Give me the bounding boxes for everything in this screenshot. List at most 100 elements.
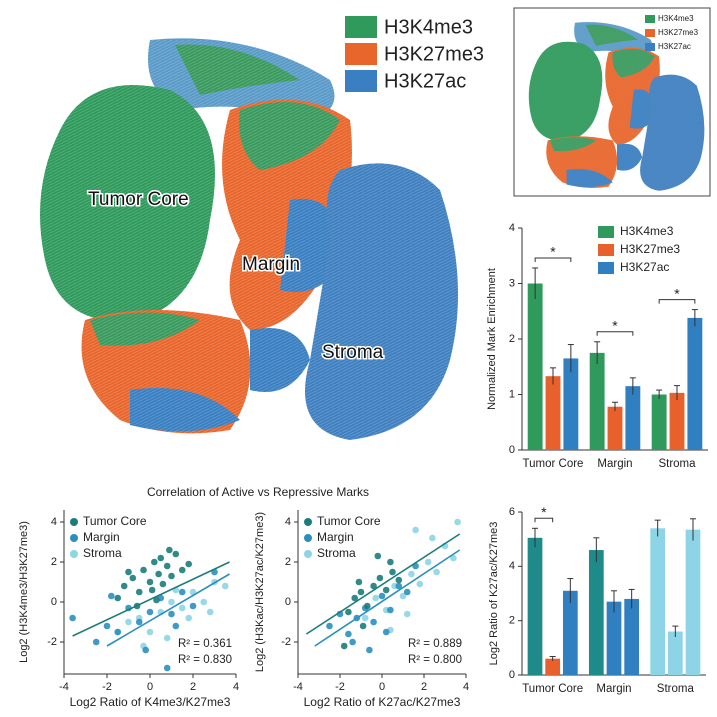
legend-swatch	[645, 29, 655, 37]
point	[412, 526, 419, 534]
significance-label: *	[550, 244, 556, 260]
fit-line	[305, 533, 461, 635]
point	[221, 582, 229, 590]
point	[114, 628, 122, 636]
y-tick-label: 4	[509, 222, 515, 234]
y-tick-label: -2	[47, 636, 57, 648]
point	[355, 578, 363, 586]
r-squared: R² = 0.889	[408, 638, 462, 650]
y-axis-label: Log2 Ratio of K27ac/K27me3	[488, 522, 500, 666]
point	[374, 552, 382, 560]
point	[200, 598, 208, 606]
point	[366, 646, 373, 654]
legend-swatch	[345, 16, 377, 38]
x-tick-label: -2	[102, 681, 112, 693]
y-tick-label: 4	[509, 560, 515, 572]
bar	[651, 394, 667, 450]
x-tick-label: -4	[293, 681, 303, 693]
legend-label: Margin	[317, 530, 354, 544]
chart-title: Correlation of Active vs Repressive Mark…	[147, 485, 369, 499]
point	[189, 602, 197, 610]
x-tick-label: Tumor Core	[523, 458, 584, 470]
bar	[607, 406, 623, 450]
x-tick-label: 4	[463, 681, 469, 693]
point	[357, 588, 365, 596]
y-tick-label: 6	[509, 506, 515, 518]
point	[108, 592, 115, 600]
point	[114, 594, 122, 602]
point	[155, 570, 162, 578]
fit-line	[72, 561, 230, 637]
legend-swatch	[645, 43, 655, 51]
legend-swatch	[345, 43, 377, 65]
point	[120, 582, 128, 590]
legend-label: Tumor Core	[83, 514, 147, 528]
legend-label: Tumor Core	[317, 514, 381, 528]
x-tick-label: Stroma	[657, 683, 695, 695]
fit-line	[314, 549, 461, 647]
point	[151, 558, 158, 566]
x-tick-label: -4	[59, 681, 69, 693]
point	[148, 586, 156, 594]
point	[382, 586, 390, 594]
bar	[588, 550, 604, 675]
point	[125, 568, 132, 576]
point	[140, 566, 147, 574]
significance-bracket	[658, 299, 696, 304]
y-axis-label: Log2 (H3K4me3/H3K27me3)	[18, 521, 30, 663]
point	[125, 618, 132, 626]
y-tick-label: 0	[285, 596, 291, 608]
point	[403, 610, 411, 618]
x-tick-label: Tumor Core	[522, 683, 583, 695]
point	[166, 546, 173, 554]
r-squared: R² = 0.361	[178, 638, 232, 650]
y-tick-label: 2	[285, 556, 291, 568]
x-tick-label: Margin	[596, 683, 631, 695]
point	[416, 580, 424, 588]
point	[387, 558, 394, 566]
y-tick-label: 0	[509, 669, 515, 681]
region-label: Tumor Core	[88, 189, 189, 210]
point	[433, 568, 440, 576]
bar	[563, 358, 579, 450]
x-axis-label: Log2 Ratio of K4me3/K27me3	[70, 695, 231, 709]
point	[403, 588, 411, 596]
x-tick-label: 0	[147, 681, 153, 693]
legend-label: Stroma	[317, 546, 356, 560]
point	[103, 622, 111, 630]
significance-bracket	[534, 257, 572, 262]
y-axis-label: Log2 (H3Kac/H3K27ac/K27me3)	[254, 512, 266, 672]
legend-swatch	[598, 244, 614, 256]
x-tick-label: Margin	[597, 458, 632, 470]
point	[178, 604, 186, 612]
x-axis-label: Log2 Ratio of K27ac/K27me3	[304, 695, 461, 709]
point	[172, 550, 180, 558]
point	[168, 610, 175, 618]
x-tick-label: 2	[421, 681, 427, 693]
legend-marker	[70, 518, 78, 526]
point	[387, 606, 394, 614]
tissue-image	[40, 38, 480, 460]
point	[142, 646, 149, 654]
y-tick-label: 3	[509, 277, 515, 289]
point	[185, 560, 192, 568]
bar	[527, 537, 543, 675]
region-label: Margin	[242, 254, 300, 275]
significance-label: *	[541, 504, 547, 520]
legend-swatch	[598, 226, 614, 238]
point	[376, 574, 384, 582]
point	[146, 608, 154, 616]
point	[370, 582, 377, 590]
point	[450, 554, 457, 562]
point	[351, 594, 359, 602]
x-tick-label: -2	[335, 681, 345, 693]
bar	[625, 386, 641, 450]
point	[408, 570, 415, 578]
y-tick-label: 2	[509, 615, 515, 627]
point	[178, 588, 186, 596]
significance-bracket	[596, 331, 634, 336]
point	[168, 598, 175, 606]
point	[395, 582, 403, 590]
bar	[624, 598, 640, 675]
